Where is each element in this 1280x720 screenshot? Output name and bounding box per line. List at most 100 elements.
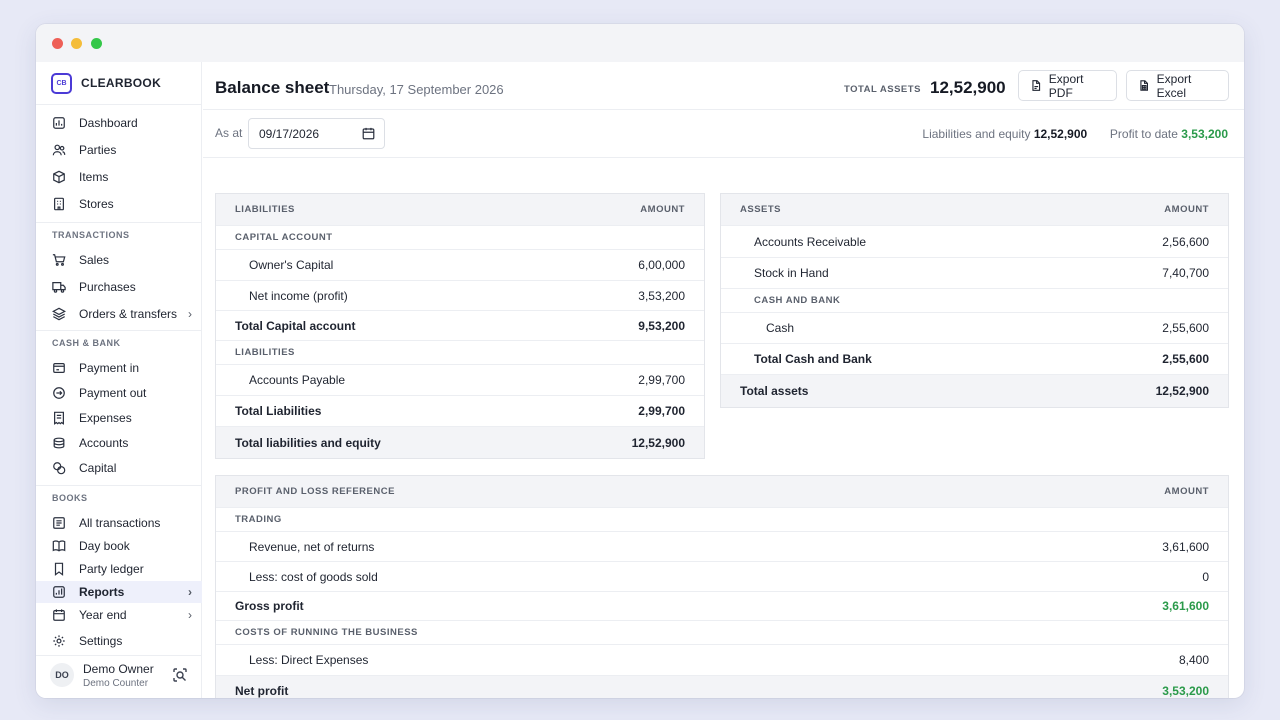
balance-summary: Liabilities and equity 12,52,900 Profit …: [922, 127, 1228, 141]
sidebar-item-label: Dashboard: [79, 116, 138, 130]
column-header: AMOUNT: [1164, 204, 1209, 215]
sidebar-item-accounts[interactable]: Accounts: [36, 432, 202, 454]
sidebar-item-expenses[interactable]: Expenses: [36, 407, 202, 429]
row-value: 2,55,600: [1162, 321, 1209, 335]
section-label: CAPITAL ACCOUNT: [235, 232, 333, 243]
table-row[interactable]: Cash 2,55,600: [721, 313, 1228, 344]
sidebar-item-label: Items: [79, 170, 109, 184]
user-profile[interactable]: DO Demo Owner Demo Counter: [50, 662, 195, 692]
table-row[interactable]: Less: Direct Expenses 8,400: [216, 645, 1228, 676]
sidebar-item-payment-out[interactable]: Payment out: [36, 382, 202, 404]
row-value: 6,00,000: [638, 258, 685, 272]
total-assets-label: TOTAL ASSETS: [844, 84, 921, 95]
building-icon: [52, 197, 66, 211]
sidebar-item-purchases[interactable]: Purchases: [36, 276, 202, 298]
pnl-reference-table: PROFIT AND LOSS REFERENCE AMOUNT TRADING…: [215, 475, 1229, 698]
sidebar-item-capital[interactable]: Capital: [36, 457, 202, 479]
nav-section-cash-bank: CASH & BANK: [52, 338, 121, 348]
export-excel-label: Export Excel: [1156, 71, 1192, 100]
sidebar-item-stores[interactable]: Stores: [36, 193, 202, 215]
sidebar-item-label: Stores: [79, 197, 114, 211]
sidebar-item-party-ledger[interactable]: Party ledger: [36, 558, 202, 580]
table-row-total: Total Liabilities 2,99,700: [216, 396, 704, 427]
sidebar-item-orders-transfers[interactable]: Orders & transfers ›: [36, 303, 202, 325]
sidebar-item-label: Expenses: [79, 411, 132, 425]
table-row[interactable]: Accounts Receivable 2,56,600: [721, 226, 1228, 258]
assets-table: ASSETS AMOUNT Accounts Receivable 2,56,6…: [720, 193, 1229, 408]
user-subtitle: Demo Counter: [83, 678, 149, 689]
chevron-right-icon: ›: [188, 307, 192, 321]
sidebar-item-year-end[interactable]: Year end ›: [36, 604, 202, 626]
table-row[interactable]: Owner's Capital 6,00,000: [216, 250, 704, 281]
sidebar-item-parties[interactable]: Parties: [36, 139, 202, 161]
liabilities-table: LIABILITIES AMOUNT CAPITAL ACCOUNT Owner…: [215, 193, 705, 459]
column-header: AMOUNT: [640, 204, 685, 215]
row-label: Accounts Receivable: [754, 234, 867, 249]
user-name: Demo Owner: [83, 662, 154, 676]
sidebar-item-items[interactable]: Items: [36, 166, 202, 188]
section-header: LIABILITIES: [216, 341, 704, 365]
table-row-total: Gross profit 3,61,600: [216, 592, 1228, 621]
table-row[interactable]: Stock in Hand 7,40,700: [721, 258, 1228, 289]
row-value: 2,56,600: [1162, 234, 1209, 249]
row-value: 7,40,700: [1162, 266, 1209, 280]
profit-to-date-value: 3,53,200: [1181, 127, 1228, 141]
sidebar-item-label: All transactions: [79, 516, 161, 530]
chevron-right-icon: ›: [188, 608, 192, 622]
sidebar-item-label: Capital: [79, 461, 117, 475]
as-at-date-input[interactable]: 09/17/2026: [248, 118, 385, 149]
table-header: LIABILITIES AMOUNT: [216, 194, 704, 226]
sidebar-item-label: Payment in: [79, 361, 140, 375]
section-header: CASH AND BANK: [721, 289, 1228, 313]
switch-counter-icon[interactable]: [172, 667, 190, 685]
section-label: LIABILITIES: [235, 347, 295, 358]
export-excel-button[interactable]: Export Excel: [1126, 70, 1229, 101]
sidebar-item-all-transactions[interactable]: All transactions: [36, 512, 202, 534]
sidebar-item-label: Reports: [79, 585, 125, 599]
sidebar-item-settings[interactable]: Settings: [36, 630, 202, 652]
sidebar-item-label: Parties: [79, 143, 117, 157]
table-row[interactable]: Accounts Payable 2,99,700: [216, 365, 704, 396]
calendar-icon[interactable]: [362, 127, 375, 140]
divider: [203, 109, 1244, 110]
minimize-window-button[interactable]: [71, 38, 82, 49]
brand[interactable]: CB CLEARBOOK: [51, 72, 161, 94]
avatar: DO: [50, 663, 74, 687]
export-pdf-button[interactable]: Export PDF: [1018, 70, 1117, 101]
sidebar-item-sales[interactable]: Sales: [36, 249, 202, 271]
table-row[interactable]: Net income (profit) 3,53,200: [216, 281, 704, 311]
row-label: Total Cash and Bank: [754, 352, 872, 366]
bookmark-icon: [52, 562, 66, 576]
sidebar-item-reports[interactable]: Reports ›: [36, 581, 202, 603]
section-header: COSTS OF RUNNING THE BUSINESS: [216, 621, 1228, 645]
row-label: Accounts Payable: [249, 373, 346, 387]
sidebar-item-day-book[interactable]: Day book: [36, 535, 202, 557]
section-header: TRADING: [216, 508, 1228, 532]
row-label: Total Liabilities: [235, 404, 322, 418]
box-icon: [52, 170, 66, 184]
expense-icon: [52, 411, 66, 425]
column-header: ASSETS: [740, 204, 782, 215]
column-header: AMOUNT: [1164, 486, 1209, 497]
row-label: Owner's Capital: [249, 258, 334, 272]
close-window-button[interactable]: [52, 38, 63, 49]
file-pdf-icon: [1032, 80, 1041, 91]
wallet-icon: [52, 436, 66, 450]
export-pdf-label: Export PDF: [1048, 71, 1084, 100]
file-spreadsheet-icon: [1140, 80, 1149, 91]
sidebar-item-label: Accounts: [79, 436, 129, 450]
as-at-date-value: 09/17/2026: [259, 126, 320, 141]
maximize-window-button[interactable]: [91, 38, 102, 49]
table-header: PROFIT AND LOSS REFERENCE AMOUNT: [216, 476, 1228, 508]
receipt-in-icon: [52, 361, 66, 375]
row-value: 0: [1202, 569, 1209, 584]
sidebar-item-label: Settings: [79, 634, 123, 648]
dashboard-icon: [52, 116, 66, 130]
chevron-right-icon: ›: [188, 585, 192, 599]
table-row[interactable]: Less: cost of goods sold 0: [216, 562, 1228, 592]
sidebar-item-dashboard[interactable]: Dashboard: [36, 112, 202, 134]
table-row[interactable]: Revenue, net of returns 3,61,600: [216, 532, 1228, 562]
row-value: 9,53,200: [638, 318, 685, 333]
sidebar: CB CLEARBOOK Dashboard Parties Items Sto…: [36, 62, 202, 698]
sidebar-item-payment-in[interactable]: Payment in: [36, 357, 202, 379]
